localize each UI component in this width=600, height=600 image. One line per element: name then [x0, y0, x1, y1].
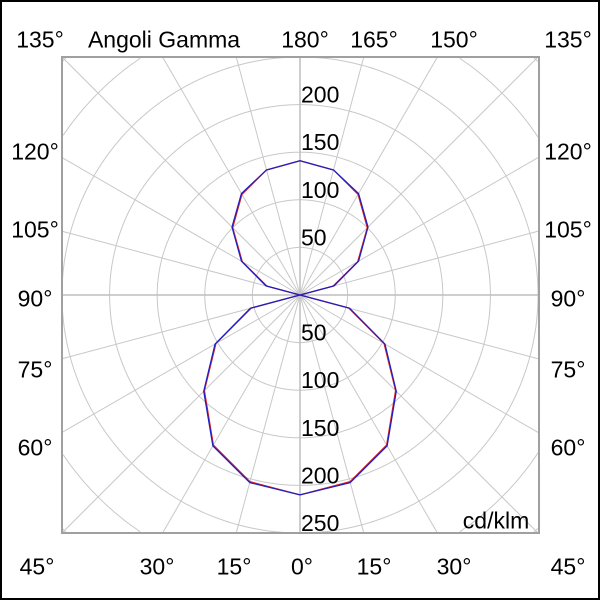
grid-spoke [61, 294, 301, 433]
grid-spoke [299, 56, 539, 296]
radial-tick-label: 200 [301, 82, 339, 108]
grid-spoke [235, 56, 301, 296]
radial-tick-label: 100 [301, 367, 339, 393]
plot-frame [61, 56, 540, 534]
radial-tick-label: 150 [301, 415, 339, 441]
grid-spoke [61, 157, 301, 296]
grid-spoke [61, 230, 301, 296]
grid-spoke [162, 56, 301, 296]
grid-spoke [162, 294, 301, 534]
angle-label-right-105: 105° [544, 216, 592, 243]
grid-spoke [235, 294, 301, 534]
grid-spoke [61, 294, 301, 534]
angle-label-bottom-30-right: 30° [436, 553, 472, 580]
angle-label-165: 165° [350, 26, 398, 53]
series-curve-1 [203, 160, 397, 496]
angle-label-left-105: 105° [11, 216, 59, 243]
angle-label-bottom-15-left: 15° [216, 553, 252, 580]
angle-label-bottom-45-left: 45° [19, 553, 55, 580]
radial-tick-label: 200 [301, 462, 339, 488]
grid-spoke [299, 156, 540, 296]
angle-label-bottom-0: 0° [291, 553, 313, 580]
angle-label-bottom-30-left: 30° [139, 553, 175, 580]
grid-ring [459, 452, 539, 533]
radial-tick-label: 150 [301, 129, 339, 155]
radial-tick-label: 100 [301, 177, 339, 203]
angle-label-left-90: 90° [17, 285, 53, 312]
radial-tick-label: 50 [301, 320, 327, 346]
radial-tick-label: 50 [301, 224, 327, 250]
angle-label-right-120: 120° [544, 138, 592, 165]
grid-spoke [299, 294, 540, 434]
chart-title: Angoli Gamma [87, 26, 241, 53]
grid-spoke [299, 230, 540, 296]
grid-spoke [299, 294, 539, 534]
radial-labels: 50 50 100 100 150 150 200 200 250 [301, 82, 339, 536]
angle-label-bottom-45-right: 45° [550, 553, 586, 580]
grid-spoke [61, 56, 301, 296]
angle-label-top-right: 135° [544, 26, 592, 53]
grid-spoke [299, 56, 438, 296]
angle-label-150: 150° [430, 26, 478, 53]
grid-spoke [299, 294, 438, 534]
angle-label-bottom-15-right: 15° [356, 553, 392, 580]
angle-label-180: 180° [281, 26, 329, 53]
grid-spoke [299, 294, 365, 534]
grid-ring [459, 57, 539, 138]
angle-label-left-60: 60° [17, 434, 53, 461]
angle-label-left-75: 75° [17, 356, 53, 383]
angle-label-right-90: 90° [550, 285, 586, 312]
angle-label-top-left: 135° [16, 26, 64, 53]
angle-label-left-120: 120° [11, 138, 59, 165]
angle-label-right-60: 60° [550, 434, 586, 461]
radial-tick-label: 250 [301, 510, 339, 536]
angle-label-right-75: 75° [550, 356, 586, 383]
grid-spoke [299, 56, 365, 296]
unit-label: cd/klm [462, 507, 530, 534]
